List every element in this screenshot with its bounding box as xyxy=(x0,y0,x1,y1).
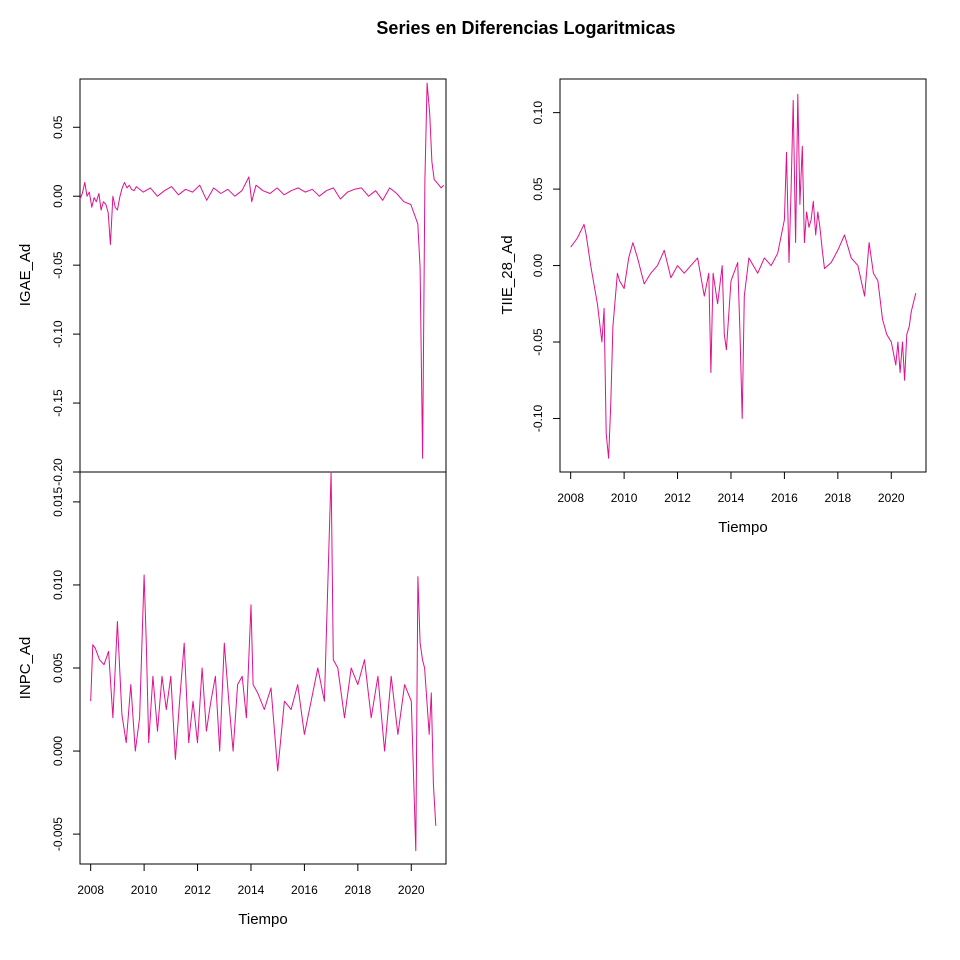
x-tick-label: 2014 xyxy=(718,491,745,505)
x-tick-label: 2010 xyxy=(611,491,638,505)
panel-igae: 0.05 0.00 -0.05 -0.10 -0.15 -0.20 IGAE_Ad xyxy=(17,78,447,486)
y-tick-label: 0.10 xyxy=(531,101,545,125)
x-tick-label: 2012 xyxy=(664,491,691,505)
y-axis-igae: 0.05 0.00 -0.05 -0.10 -0.15 -0.20 xyxy=(51,115,80,486)
x-tick-label: 2020 xyxy=(878,491,905,505)
y-tick-label: -0.05 xyxy=(531,328,545,356)
x-tick-label: 2018 xyxy=(824,491,851,505)
y-tick-label: 0.05 xyxy=(531,177,545,201)
x-tick-label: 2012 xyxy=(184,883,211,897)
y-tick-label: -0.10 xyxy=(51,320,65,348)
y-axis-label-inpc: INPC_Ad xyxy=(17,637,34,700)
y-tick-label: 0.00 xyxy=(51,184,65,208)
figure-title: Series en Diferencias Logaritmicas xyxy=(376,18,675,38)
y-axis-tiie: 0.10 0.05 0.00 -0.05 -0.10 xyxy=(531,101,560,432)
panel-tiie: 0.100.050.00-0.05-0.10 2008 2010 2012 2014 2… xyxy=(499,78,927,536)
series-line-tiie xyxy=(570,93,917,459)
y-tick-label: 0.00 xyxy=(531,254,545,278)
x-axis-label-tiie: Tiempo xyxy=(718,519,767,536)
x-tick-label: 2008 xyxy=(557,491,584,505)
x-tick-label: 2018 xyxy=(344,883,371,897)
plot-frame-tiie xyxy=(559,78,927,473)
series-line-inpc xyxy=(90,471,437,852)
x-axis-inpc: 2008 2010 2012 2014 2016 2018 2020 xyxy=(77,864,425,897)
plot-frame-igae xyxy=(79,78,447,473)
y-tick-label: -0.10 xyxy=(531,404,545,432)
y-axis-inpc: 0.015 0.010 0.005 0.000 -0.005 xyxy=(51,487,80,851)
y-tick-label: 0.005 xyxy=(51,653,65,683)
y-axis-label-igae: IGAE_Ad xyxy=(17,244,34,307)
x-tick-label: 2008 xyxy=(77,883,104,897)
y-tick-label: 0.05 xyxy=(51,115,65,139)
plot-frame-inpc xyxy=(79,471,447,865)
y-tick-label: -0.20 xyxy=(51,458,65,486)
y-tick-label: -0.05 xyxy=(51,251,65,279)
x-tick-label: 2020 xyxy=(398,883,425,897)
y-tick-label: 0.000 xyxy=(51,736,65,766)
x-tick-label: 2016 xyxy=(771,491,798,505)
series-line-igae xyxy=(79,82,445,459)
y-tick-label: -0.15 xyxy=(51,389,65,417)
y-tick-label: 0.015 xyxy=(51,487,65,517)
x-tick-label: 2016 xyxy=(291,883,318,897)
y-tick-label: 0.010 xyxy=(51,570,65,600)
x-tick-label: 2010 xyxy=(131,883,158,897)
y-tick-label: -0.005 xyxy=(51,817,65,851)
x-axis-label-inpc: Tiempo xyxy=(238,911,287,928)
x-tick-label: 2014 xyxy=(238,883,265,897)
y-axis-label-tiie: TIIE_28_Ad xyxy=(499,235,516,314)
x-axis-tiie: 2008 2010 2012 2014 2016 2018 2020 xyxy=(557,472,905,505)
